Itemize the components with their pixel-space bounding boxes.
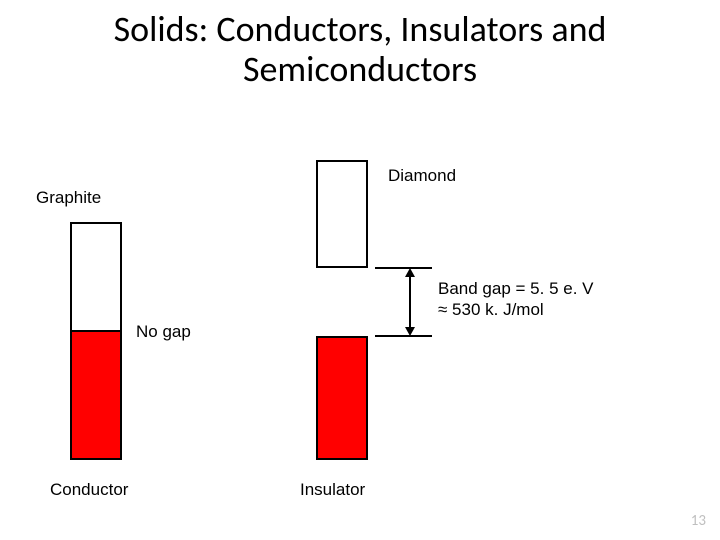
gap-arrow-line [409, 276, 411, 328]
graphite-label: Graphite [36, 188, 101, 208]
diamond-valence-band [316, 336, 368, 460]
page-number-text: 13 [691, 512, 706, 530]
diamond-label: Diamond [388, 166, 456, 186]
diamond-conduction-band [316, 160, 368, 268]
no-gap-label-text: No gap [136, 322, 191, 341]
no-gap-label: No gap [136, 322, 191, 342]
band-gap-label: Band gap = 5. 5 e. V ≈ 530 k. J/mol [438, 278, 593, 321]
slide: { "title": "Solids: Conductors, Insulato… [0, 0, 720, 540]
conductor-label: Conductor [50, 480, 128, 500]
gap-arrowhead-down [405, 327, 415, 336]
insulator-label: Insulator [300, 480, 365, 500]
band-gap-line2: ≈ 530 k. J/mol [438, 299, 593, 320]
graphite-lower-band [70, 330, 122, 460]
gap-tick-top [375, 267, 432, 269]
page-number: 13 [691, 512, 706, 530]
band-gap-line1: Band gap = 5. 5 e. V [438, 278, 593, 299]
slide-title: Solids: Conductors, Insulators and Semic… [0, 10, 720, 89]
gap-arrowhead-up [405, 268, 415, 277]
graphite-label-text: Graphite [36, 188, 101, 207]
gap-tick-bottom [375, 335, 432, 337]
conductor-label-text: Conductor [50, 480, 128, 499]
insulator-label-text: Insulator [300, 480, 365, 499]
diamond-label-text: Diamond [388, 166, 456, 185]
graphite-upper-band [70, 222, 122, 332]
slide-title-text: Solids: Conductors, Insulators and Semic… [114, 7, 607, 91]
